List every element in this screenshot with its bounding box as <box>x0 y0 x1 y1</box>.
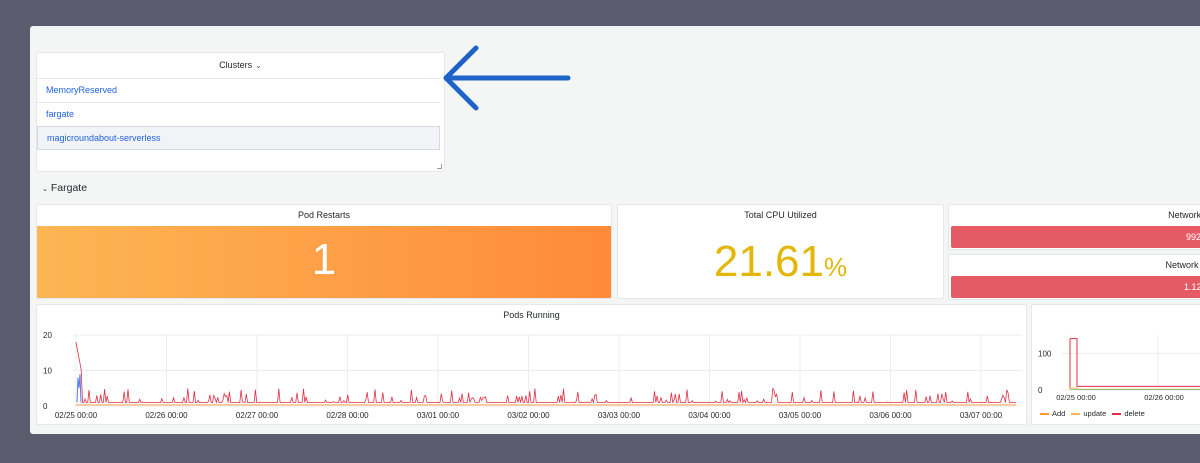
legend-item[interactable]: Add <box>1040 409 1065 418</box>
pods-running-panel: Pods Running 0 10 20 02/25 00:00 02/26 00:00… <box>36 304 1027 425</box>
chart-legend: Add update delete <box>1040 409 1145 418</box>
x-tick-label: 03/02 00:00 <box>507 411 550 420</box>
network-panel-2: Network Tr 1.12 G <box>948 254 1200 300</box>
stat-value: 992 M <box>1185 232 1200 242</box>
events-panel: 0 100 02/25 00:00 02/26 00:00 Add update de… <box>1031 304 1200 425</box>
clusters-column-header[interactable]: Clusters ⌄ <box>37 60 444 70</box>
x-tick-label: 03/03 00:00 <box>598 411 641 420</box>
pods-running-chart[interactable]: 0 10 20 02/25 00:00 02/26 00:00 02/27 00:00 02… <box>37 305 1027 425</box>
panel-title: Pod Restarts <box>297 210 351 220</box>
section-title: Fargate <box>50 182 88 194</box>
cluster-link[interactable]: magicroundabout-serverless <box>47 133 161 143</box>
x-tick-label: 03/07 00:00 <box>960 411 1003 420</box>
panel-title: Network Tr <box>1165 260 1200 270</box>
legend-swatch <box>1112 412 1122 415</box>
y-tick-label: 0 <box>1038 386 1043 395</box>
panel-title: Network T <box>1168 210 1200 220</box>
x-tick-label: 02/28 00:00 <box>326 411 369 420</box>
clusters-table-panel: Clusters ⌄ MemoryReserved fargate magicro… <box>36 52 445 172</box>
stat-bar: 1.12 G <box>951 276 1200 298</box>
table-row[interactable]: fargate <box>37 102 440 126</box>
pod-restarts-panel: Pod Restarts 1 <box>36 204 612 299</box>
stat-unit: % <box>823 252 848 282</box>
panel-title: Total CPU Utilized <box>744 210 817 220</box>
cpu-utilized-panel: Total CPU Utilized 21.61% <box>617 204 944 299</box>
legend-swatch <box>1040 412 1049 415</box>
stat-value: 1.12 G <box>1183 282 1200 292</box>
section-row-fargate[interactable]: ⌄ Fargate <box>42 182 87 194</box>
stat-bar: 992 M <box>951 226 1200 248</box>
series-line-delete <box>1070 338 1200 387</box>
stat-value: 1 <box>311 235 337 284</box>
y-tick-label: 10 <box>43 367 52 376</box>
dashboard-window: Clusters ⌄ MemoryReserved fargate magicro… <box>30 26 1200 434</box>
panel-title: Pods Running <box>503 310 560 320</box>
network-panel-1: Network T 992 M <box>948 204 1200 250</box>
chevron-down-icon[interactable]: ⌄ <box>42 186 48 193</box>
x-tick-label: 02/27 00:00 <box>236 411 279 420</box>
chevron-down-icon[interactable]: ⌄ <box>255 61 262 70</box>
legend-item[interactable]: delete <box>1112 409 1145 418</box>
x-tick-label: 02/26 00:00 <box>1144 393 1184 402</box>
series-line-red <box>75 342 1016 405</box>
table-row[interactable]: MemoryReserved <box>37 78 440 102</box>
legend-swatch <box>1071 412 1081 415</box>
legend-item[interactable]: update <box>1071 409 1106 418</box>
y-tick-label: 0 <box>43 402 48 411</box>
clusters-header-label: Clusters <box>219 60 253 70</box>
x-tick-label: 02/25 00:00 <box>1056 393 1096 402</box>
x-tick-label: 03/04 00:00 <box>688 411 731 420</box>
x-tick-label: 02/26 00:00 <box>145 411 188 420</box>
resize-handle-icon[interactable] <box>437 164 442 169</box>
x-tick-label: 02/25 00:00 <box>55 411 98 420</box>
cluster-link[interactable]: MemoryReserved <box>46 85 118 95</box>
cluster-link[interactable]: fargate <box>46 109 75 119</box>
stat-value: 21.61 <box>713 237 824 286</box>
table-row[interactable]: magicroundabout-serverless <box>37 126 440 150</box>
stat-background <box>37 226 611 298</box>
y-tick-label: 100 <box>1038 349 1052 358</box>
legend-label: Add <box>1052 409 1066 418</box>
x-tick-label: 03/05 00:00 <box>779 411 822 420</box>
events-chart[interactable]: 0 100 02/25 00:00 02/26 00:00 <box>1032 305 1200 425</box>
x-tick-label: 03/01 00:00 <box>417 411 460 420</box>
x-tick-label: 03/06 00:00 <box>869 411 912 420</box>
legend-label: update <box>1083 409 1107 418</box>
legend-label: delete <box>1124 409 1145 418</box>
series-line-blue <box>76 374 82 403</box>
stat-value-wrap: 21.61% <box>618 237 943 287</box>
y-tick-label: 20 <box>43 331 52 340</box>
annotation-arrow-icon <box>443 45 571 111</box>
